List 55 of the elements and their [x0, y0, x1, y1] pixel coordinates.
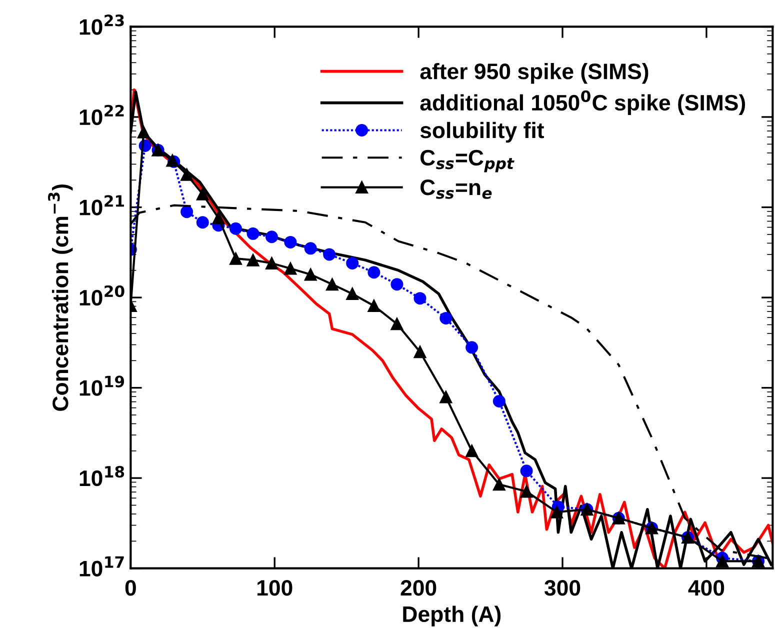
y-tick-label: 10$^{23}$	[80, 14, 124, 35]
y-tick-label: 10$^{21}$	[80, 195, 124, 216]
point	[246, 254, 260, 266]
x-tick-label: 0	[125, 580, 136, 596]
legend-label: solubility fit	[420, 122, 544, 143]
point	[414, 292, 426, 305]
y-tick-label: 10$^{22}$	[80, 104, 124, 126]
point	[304, 242, 317, 255]
point	[284, 236, 297, 248]
point	[196, 216, 209, 229]
x-axis-title: Depth (A)	[403, 606, 501, 626]
x-tick-label: 100	[257, 580, 292, 596]
point	[390, 278, 404, 291]
point	[716, 554, 729, 568]
point	[466, 444, 478, 458]
y-tick-label: 10$^{17}$	[80, 556, 124, 576]
point	[180, 206, 194, 218]
y-tick-label: 10$^{20}$	[80, 285, 124, 306]
x-tick-label: 400	[688, 580, 724, 596]
y-axis-title: Concentration (cm$^{−3}$)	[48, 184, 73, 411]
point	[229, 222, 242, 235]
legend-label: C$_{ss}$=n$_{e}$	[420, 180, 492, 199]
point	[346, 256, 359, 270]
point	[440, 312, 452, 324]
x-tick-label: 200	[400, 580, 436, 596]
point	[284, 262, 297, 275]
point	[368, 300, 380, 312]
point	[265, 256, 278, 270]
point	[323, 248, 336, 261]
point	[390, 318, 404, 330]
point	[304, 268, 317, 281]
point	[368, 266, 380, 279]
legend-label: C$_{ss}$=C$_{ppt}$	[420, 150, 514, 172]
point	[520, 464, 533, 478]
point	[265, 230, 278, 244]
point	[550, 506, 564, 518]
point	[212, 212, 225, 224]
point	[466, 341, 478, 354]
y-tick-label: 10$^{18}$	[80, 466, 124, 486]
point	[414, 346, 426, 358]
point	[346, 288, 359, 300]
point	[180, 168, 194, 181]
point	[520, 485, 533, 498]
point	[326, 278, 338, 291]
point	[440, 390, 452, 404]
point	[492, 478, 506, 491]
point	[246, 227, 260, 240]
y-tick-label: 10$^{19}$	[80, 376, 124, 396]
point	[137, 126, 150, 138]
point	[229, 252, 242, 265]
legend-label: additional 1050$^{0}$C spike (SIMS)	[420, 90, 746, 116]
point	[492, 394, 506, 408]
legend-label: after 950 spike (SIMS)	[420, 62, 648, 84]
x-tick-label: 300	[544, 580, 580, 596]
point	[196, 188, 209, 200]
